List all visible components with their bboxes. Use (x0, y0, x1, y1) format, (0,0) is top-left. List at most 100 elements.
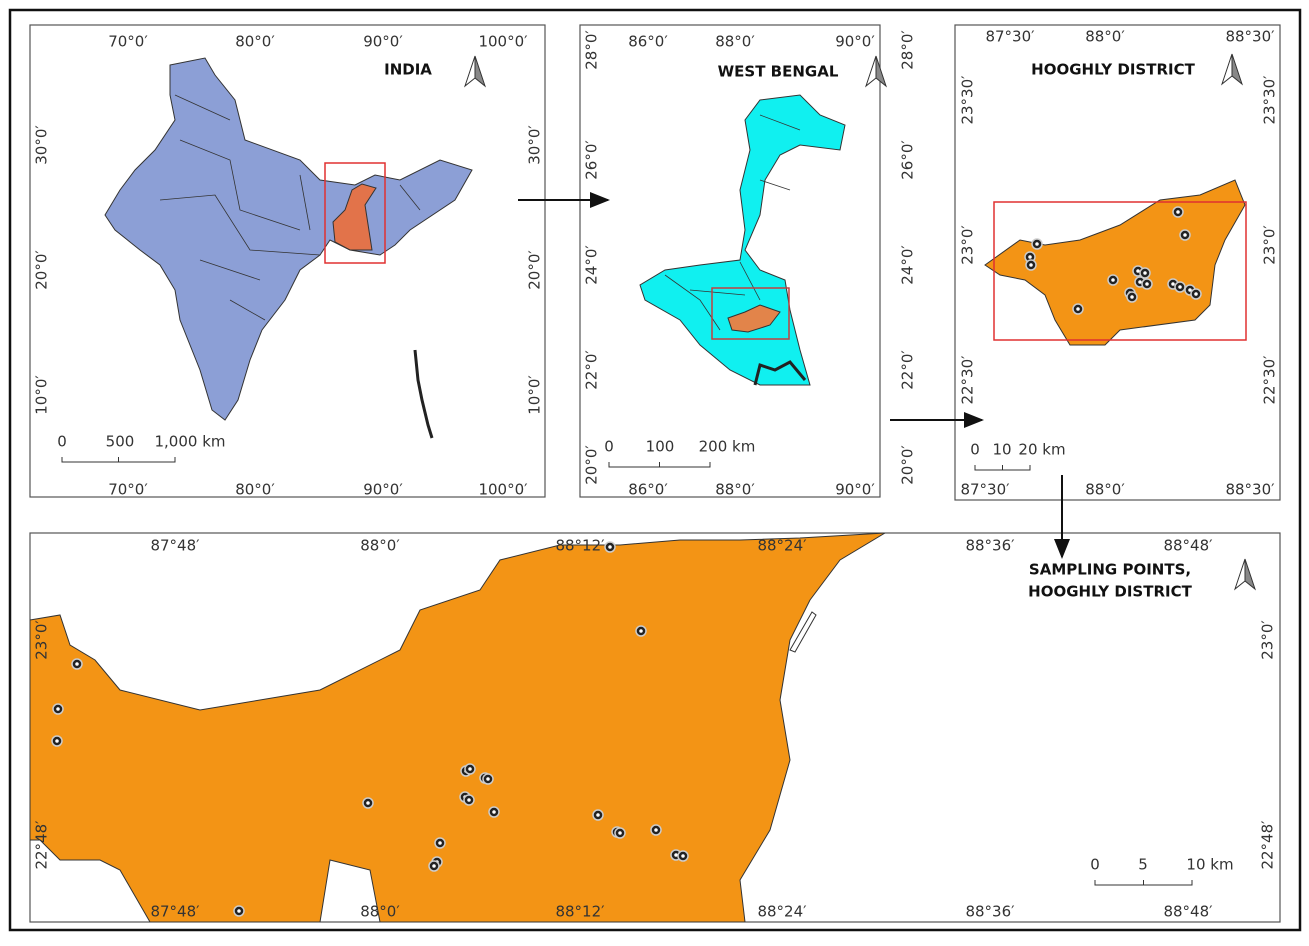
focus-box (711, 287, 790, 340)
coordinate-label: 90°0′ (835, 33, 875, 51)
sampling-point-center (674, 853, 678, 857)
panel-title: HOOGHLY DISTRICT (1028, 583, 1192, 601)
scale-label: 100 (646, 438, 675, 456)
coordinate-label: 30°0′ (526, 125, 544, 165)
coordinate-label: 88°0′ (360, 903, 400, 921)
coordinate-label: 100°0′ (478, 481, 528, 499)
islands (413, 349, 434, 439)
scale-label: 0 (604, 438, 614, 456)
sampling-point-center (468, 767, 472, 771)
coordinate-label: 88°0′ (1085, 481, 1125, 499)
coordinate-label: 22°48′ (33, 820, 51, 870)
district-borders (664, 114, 801, 331)
sampling-point-center (467, 798, 471, 802)
coordinate-label: 90°0′ (835, 481, 875, 499)
coordinate-label: 88°48′ (1163, 903, 1213, 921)
sampling-point-center (1143, 271, 1147, 275)
coordinate-label: 88°12′ (555, 903, 605, 921)
scale-label: 5 (1138, 856, 1148, 874)
north-arrow (875, 55, 888, 88)
coordinate-label: 28°0′ (899, 30, 917, 70)
coordinate-label: 88°0′ (715, 33, 755, 51)
scale-label: 0 (970, 441, 980, 459)
sampling-point-center (1138, 280, 1142, 284)
coordinate-label: 80°0′ (235, 481, 275, 499)
panel-title: WEST BENGAL (718, 63, 839, 81)
sampling-point-center (1029, 263, 1033, 267)
coordinate-label: 20°0′ (526, 250, 544, 290)
sampling-point-center (681, 854, 685, 858)
sampling-point-center (492, 810, 496, 814)
coordinate-label: 20°0′ (899, 445, 917, 485)
coordinate-label: 80°0′ (235, 33, 275, 51)
scale-label: 0 (1090, 856, 1100, 874)
sampling-point-center (596, 813, 600, 817)
sampling-point-center (366, 801, 370, 805)
sampling-point-center (75, 662, 79, 666)
coordinate-label: 87°48′ (150, 537, 200, 555)
coordinate-label: 10°0′ (526, 375, 544, 415)
panel-title: INDIA (384, 61, 432, 79)
scale-label: 10 km (1186, 856, 1233, 874)
coordinate-label: 22°30′ (959, 355, 977, 405)
coordinate-label: 88°30′ (1225, 481, 1275, 499)
river-island (789, 611, 817, 653)
india-map (104, 57, 473, 421)
scale-label: 20 km (1018, 441, 1065, 459)
hooghly-highlight (727, 304, 781, 333)
sampling-point-center (55, 739, 59, 743)
sampling-point-center (654, 828, 658, 832)
coordinate-label: 88°0′ (360, 537, 400, 555)
scale-label: 500 (106, 433, 135, 451)
sampling-point-center (1111, 278, 1115, 282)
sampling-point-center (1183, 233, 1187, 237)
coordinate-label: 24°0′ (583, 245, 601, 285)
sampling-point-center (618, 831, 622, 835)
coordinate-label: 90°0′ (363, 481, 403, 499)
coordinate-label: 20°0′ (33, 250, 51, 290)
coordinate-label: 26°0′ (899, 140, 917, 180)
coordinate-label: 23°30′ (1261, 75, 1279, 125)
scale-label: 1,000 km (154, 433, 225, 451)
sampling-point-center (1145, 282, 1149, 286)
sampling-point-center (432, 864, 436, 868)
coordinate-label: 23°0′ (959, 225, 977, 265)
coordinate-label: 22°0′ (583, 350, 601, 390)
coordinate-label: 87°30′ (960, 481, 1010, 499)
state-borders (159, 94, 421, 321)
panel-title: HOOGHLY DISTRICT (1031, 61, 1195, 79)
scale-label: 200 km (699, 438, 756, 456)
sampling-point-center (486, 777, 490, 781)
sampling-point-center (1035, 242, 1039, 246)
scale-bar (61, 457, 176, 463)
coordinate-label: 24°0′ (899, 245, 917, 285)
sampling-point-center (1194, 292, 1198, 296)
coordinate-label: 88°30′ (1225, 28, 1275, 46)
sundarbans (753, 360, 807, 386)
coordinate-label: 88°24′ (757, 537, 807, 555)
coordinate-label: 88°0′ (715, 481, 755, 499)
coordinate-label: 20°0′ (583, 445, 601, 485)
sampling-point-center (639, 629, 643, 633)
hooghly-map (984, 179, 1246, 346)
scale-label: 10 (992, 441, 1011, 459)
coordinate-label: 90°0′ (363, 33, 403, 51)
sampling-point-center (1028, 255, 1032, 259)
coordinate-label: 22°0′ (899, 350, 917, 390)
west-bengal-highlight (332, 183, 377, 251)
panel-title: SAMPLING POINTS, (1029, 561, 1191, 579)
focus-box (993, 201, 1247, 341)
coordinate-label: 22°30′ (1261, 355, 1279, 405)
coordinate-label: 87°30′ (985, 28, 1035, 46)
coordinate-label: 88°36′ (965, 903, 1015, 921)
hooghly-detail-map (30, 533, 886, 922)
sampling-point-center (608, 545, 612, 549)
sampling-point-center (1188, 288, 1192, 292)
coordinate-label: 10°0′ (33, 375, 51, 415)
coordinate-label: 70°0′ (108, 481, 148, 499)
sampling-point-center (56, 707, 60, 711)
coordinate-label: 30°0′ (33, 125, 51, 165)
sampling-point-center (1136, 269, 1140, 273)
sampling-point-center (1176, 210, 1180, 214)
west-bengal-map (639, 94, 846, 386)
